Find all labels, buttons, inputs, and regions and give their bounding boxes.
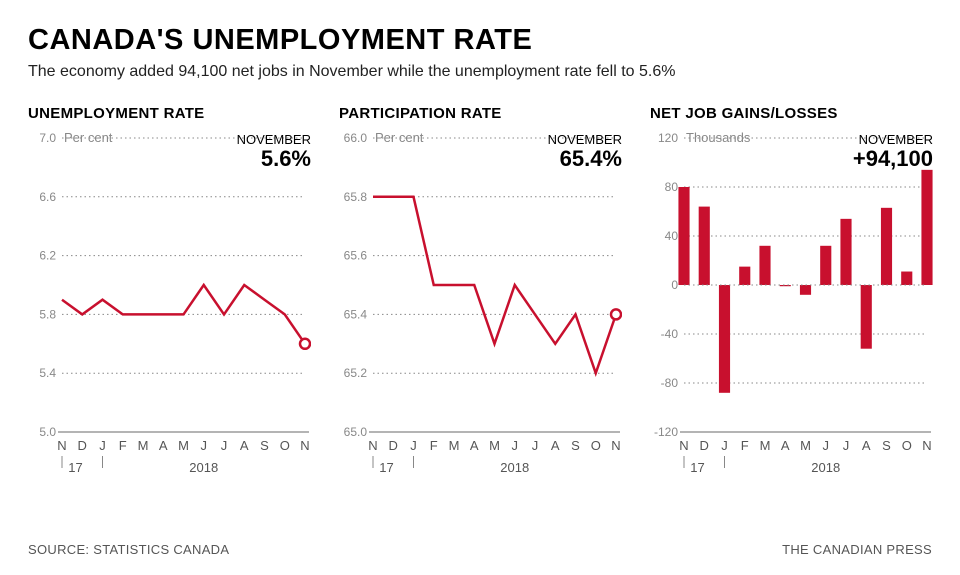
svg-text:5.8: 5.8 [39,307,56,321]
participation-chart: 65.065.265.465.665.866.0Per centNDJFMAMJ… [339,132,622,502]
svg-text:Thousands: Thousands [686,132,751,145]
svg-text:J: J [721,438,728,453]
svg-text:J: J [221,438,228,453]
svg-text:A: A [240,438,249,453]
unemployment-panel: UNEMPLOYMENT RATE NOVEMBER 5.6% 5.0 5.4 5.… [28,105,311,503]
credit-text: THE CANADIAN PRESS [782,542,932,557]
svg-text:J: J [823,438,830,453]
svg-text:Per cent: Per cent [375,132,424,145]
svg-text:M: M [800,438,811,453]
svg-text:M: M [449,438,460,453]
svg-text:N: N [679,438,688,453]
participation-callout: NOVEMBER 65.4% [548,132,622,171]
svg-text:5.4: 5.4 [39,366,56,380]
svg-text:17: 17 [68,460,82,475]
svg-text:2018: 2018 [500,460,529,475]
svg-text:F: F [119,438,127,453]
svg-text:N: N [300,438,309,453]
svg-text:65.6: 65.6 [344,249,368,263]
callout-value: 5.6% [237,147,311,171]
participation-title: PARTICIPATION RATE [339,105,622,122]
callout-value: 65.4% [548,147,622,171]
svg-text:6.2: 6.2 [39,249,56,263]
callout-label: NOVEMBER [548,132,622,147]
svg-text:M: M [138,438,149,453]
svg-text:65.4: 65.4 [344,307,368,321]
main-title: CANADA'S UNEMPLOYMENT RATE [28,24,932,57]
jobs-panel: NET JOB GAINS/LOSSES NOVEMBER +94,100 -1… [650,105,933,503]
svg-text:-120: -120 [654,425,678,439]
svg-text:N: N [368,438,377,453]
svg-text:M: M [760,438,771,453]
svg-text:F: F [741,438,749,453]
callout-label: NOVEMBER [853,132,933,147]
svg-text:D: D [700,438,709,453]
svg-text:17: 17 [379,460,393,475]
svg-text:-40: -40 [661,327,679,341]
svg-text:O: O [280,438,290,453]
jobs-callout: NOVEMBER +94,100 [853,132,933,171]
svg-text:M: M [178,438,189,453]
svg-text:J: J [99,438,106,453]
svg-text:N: N [611,438,620,453]
svg-text:M: M [489,438,500,453]
svg-text:A: A [159,438,168,453]
svg-text:S: S [260,438,269,453]
svg-text:6.6: 6.6 [39,190,56,204]
jobs-title: NET JOB GAINS/LOSSES [650,105,933,122]
svg-text:7.0: 7.0 [39,132,56,145]
unemployment-callout: NOVEMBER 5.6% [237,132,311,171]
svg-text:A: A [862,438,871,453]
svg-text:2018: 2018 [189,460,218,475]
svg-text:S: S [882,438,891,453]
participation-panel: PARTICIPATION RATE NOVEMBER 65.4% 65.0 65… [339,105,622,503]
svg-text:65.2: 65.2 [344,366,368,380]
svg-text:40: 40 [665,229,679,243]
svg-text:66.0: 66.0 [344,132,368,145]
unemployment-title: UNEMPLOYMENT RATE [28,105,311,122]
svg-text:65.8: 65.8 [344,190,368,204]
svg-text:N: N [922,438,931,453]
svg-text:F: F [430,438,438,453]
svg-text:A: A [781,438,790,453]
svg-text:65.0: 65.0 [344,425,368,439]
svg-text:S: S [571,438,580,453]
svg-text:N: N [57,438,66,453]
svg-text:0: 0 [671,278,678,292]
svg-text:Per cent: Per cent [64,132,113,145]
callout-label: NOVEMBER [237,132,311,147]
svg-text:17: 17 [690,460,704,475]
svg-text:5.0: 5.0 [39,425,56,439]
svg-text:J: J [410,438,417,453]
svg-text:2018: 2018 [811,460,840,475]
jobs-chart: -120-80-4004080120ThousandsNDJFMAMJJASON… [650,132,933,502]
source-text: SOURCE: STATISTICS CANADA [28,542,229,557]
callout-value: +94,100 [853,147,933,171]
svg-text:J: J [843,438,850,453]
svg-text:120: 120 [658,132,678,145]
svg-text:J: J [201,438,208,453]
svg-text:A: A [551,438,560,453]
svg-text:J: J [532,438,539,453]
svg-text:-80: -80 [661,376,679,390]
svg-text:D: D [78,438,87,453]
svg-text:O: O [591,438,601,453]
svg-text:D: D [389,438,398,453]
svg-text:O: O [902,438,912,453]
subtitle: The economy added 94,100 net jobs in Nov… [28,63,932,81]
charts-row: UNEMPLOYMENT RATE NOVEMBER 5.6% 5.0 5.4 5.… [28,105,932,503]
svg-text:80: 80 [665,180,679,194]
svg-text:A: A [470,438,479,453]
footer: SOURCE: STATISTICS CANADA THE CANADIAN P… [28,542,932,557]
svg-text:J: J [512,438,519,453]
unemployment-chart: 5.05.45.86.26.67.0Per centNDJFMAMJJASON1… [28,132,311,502]
